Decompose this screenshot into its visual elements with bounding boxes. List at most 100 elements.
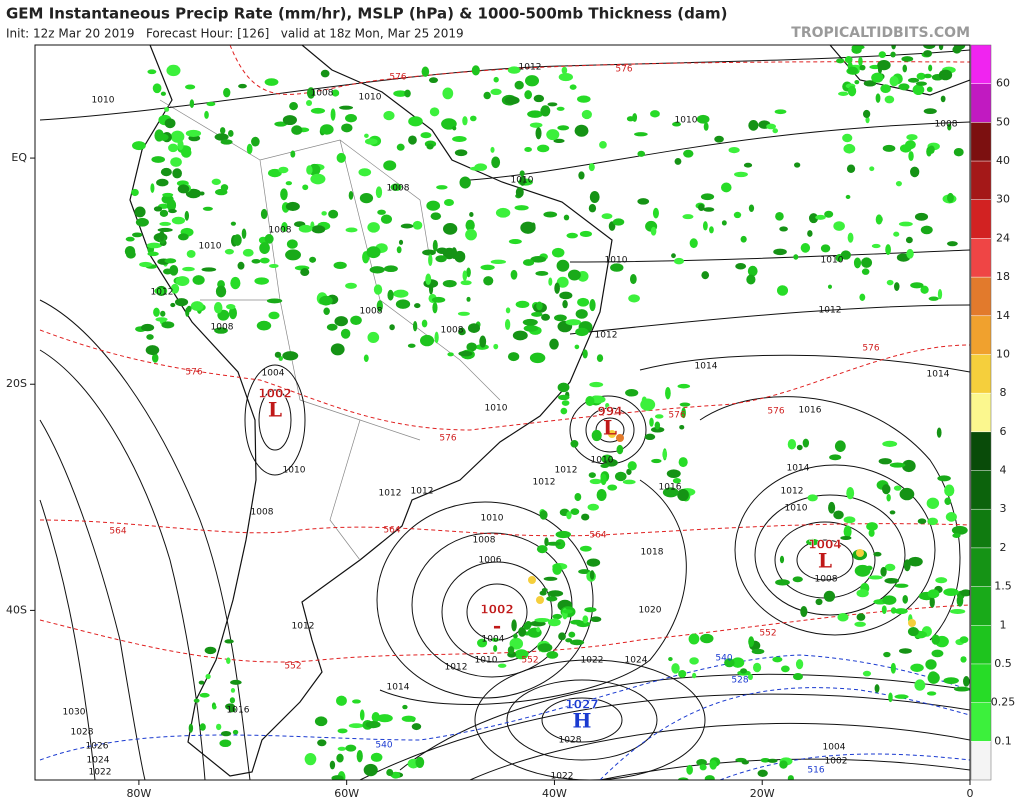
precip-cell [795,659,804,670]
precip-cell [940,95,946,103]
precip-cell [336,753,344,763]
precip-cell [652,207,659,219]
precip-cell [903,559,911,572]
isobar-label: 1006 [479,556,502,566]
precip-cell [527,110,543,118]
precip-cell [596,354,604,363]
precip-cell [665,386,671,400]
precip-cell [546,129,560,141]
isobar-label: 1010 [481,514,504,524]
precip-cell [132,232,143,238]
precip-cell [574,344,580,350]
precip-cell [177,184,190,194]
precip-cell [772,128,779,134]
precip-cell [555,530,571,539]
precip-cell [720,182,732,193]
precip-cell [679,402,691,407]
precip-cell [531,311,543,317]
precip-cell [462,116,468,126]
precip-cell [878,458,892,465]
precip-cell [787,775,794,780]
precip-cell [614,471,627,482]
colorbar-label: 14 [996,309,1010,322]
precip-cell [794,162,801,168]
precip-cell [483,91,491,100]
precip-cell [204,110,209,119]
precip-cell [537,643,553,653]
precip-cell [562,609,574,614]
precip-cell [365,721,381,729]
precip-cell [454,149,468,157]
precip-cell [844,56,853,64]
precip-cell [748,120,759,131]
isobar-label: 1016 [659,483,682,493]
precip-cell [678,457,688,468]
precip-cell [238,83,247,89]
precip-cell [915,81,928,86]
colorbar-segment [971,393,991,432]
isobar-label: 1024 [87,756,110,766]
precip-cell [600,473,607,486]
precip-field [124,45,970,780]
precip-cell [140,323,155,332]
precip-cell [166,64,181,77]
precip-cell [350,315,362,325]
precip-cell [337,746,346,751]
isobar-label: 1018 [641,548,664,558]
precip-cell [908,151,914,162]
precip-cell [793,254,799,260]
precip-cell [451,247,458,260]
precip-cell [326,323,338,331]
precip-cell [282,115,297,126]
precip-cell [806,538,820,546]
precip-cell [626,116,635,122]
precip-cell [393,289,409,298]
precip-cell [145,345,160,356]
colorbar-label: 24 [996,231,1010,244]
thickness-label: 576 [389,73,406,83]
precip-cell [807,494,818,502]
precip-cell [688,633,700,645]
precip-cell [914,212,929,221]
precip-cell [654,414,664,419]
y-tick-label: 40S [6,603,27,616]
precip-cell [466,296,471,302]
precip-cell [960,589,970,597]
precip-cell [125,236,135,242]
precip-cell [522,259,535,266]
precip-cell [458,350,473,357]
precip-cell [442,223,458,235]
isobar-label: 1008 [473,536,496,546]
precip-cell [213,302,223,314]
colorbar-segment [971,509,991,548]
precip-cell [910,663,924,672]
precip-cell [886,493,891,502]
precip-cell [465,228,477,241]
precip-cell [549,338,559,350]
colorbar-label: 1 [1000,618,1007,631]
precip-cell [856,589,869,598]
precip-cell [389,324,395,331]
precip-cell [530,256,547,263]
precip-cell [774,109,787,115]
precip-cell [163,268,173,275]
precip-cell [377,209,386,215]
isobar-label: 1028 [559,736,582,746]
precip-cell [370,752,383,762]
map-area: 1012 1010 1008 1010 1010 1008 1008 1010 1008 1010… [35,45,970,780]
isobar-label: 1008 [269,226,292,236]
precip-cell [331,775,344,780]
precip-cell [568,631,576,638]
precip-cell [565,638,573,643]
precip-cell [884,95,895,104]
precip-cell [228,707,236,713]
precip-cell [679,424,685,430]
precip-cell [477,638,488,648]
precip-cell [160,167,172,177]
precip-cell [666,469,681,478]
precip-cell [893,231,900,237]
precip-cell [683,149,694,158]
precip-cell [637,198,650,205]
precip-cell [854,564,871,577]
precip-cell [533,94,545,103]
